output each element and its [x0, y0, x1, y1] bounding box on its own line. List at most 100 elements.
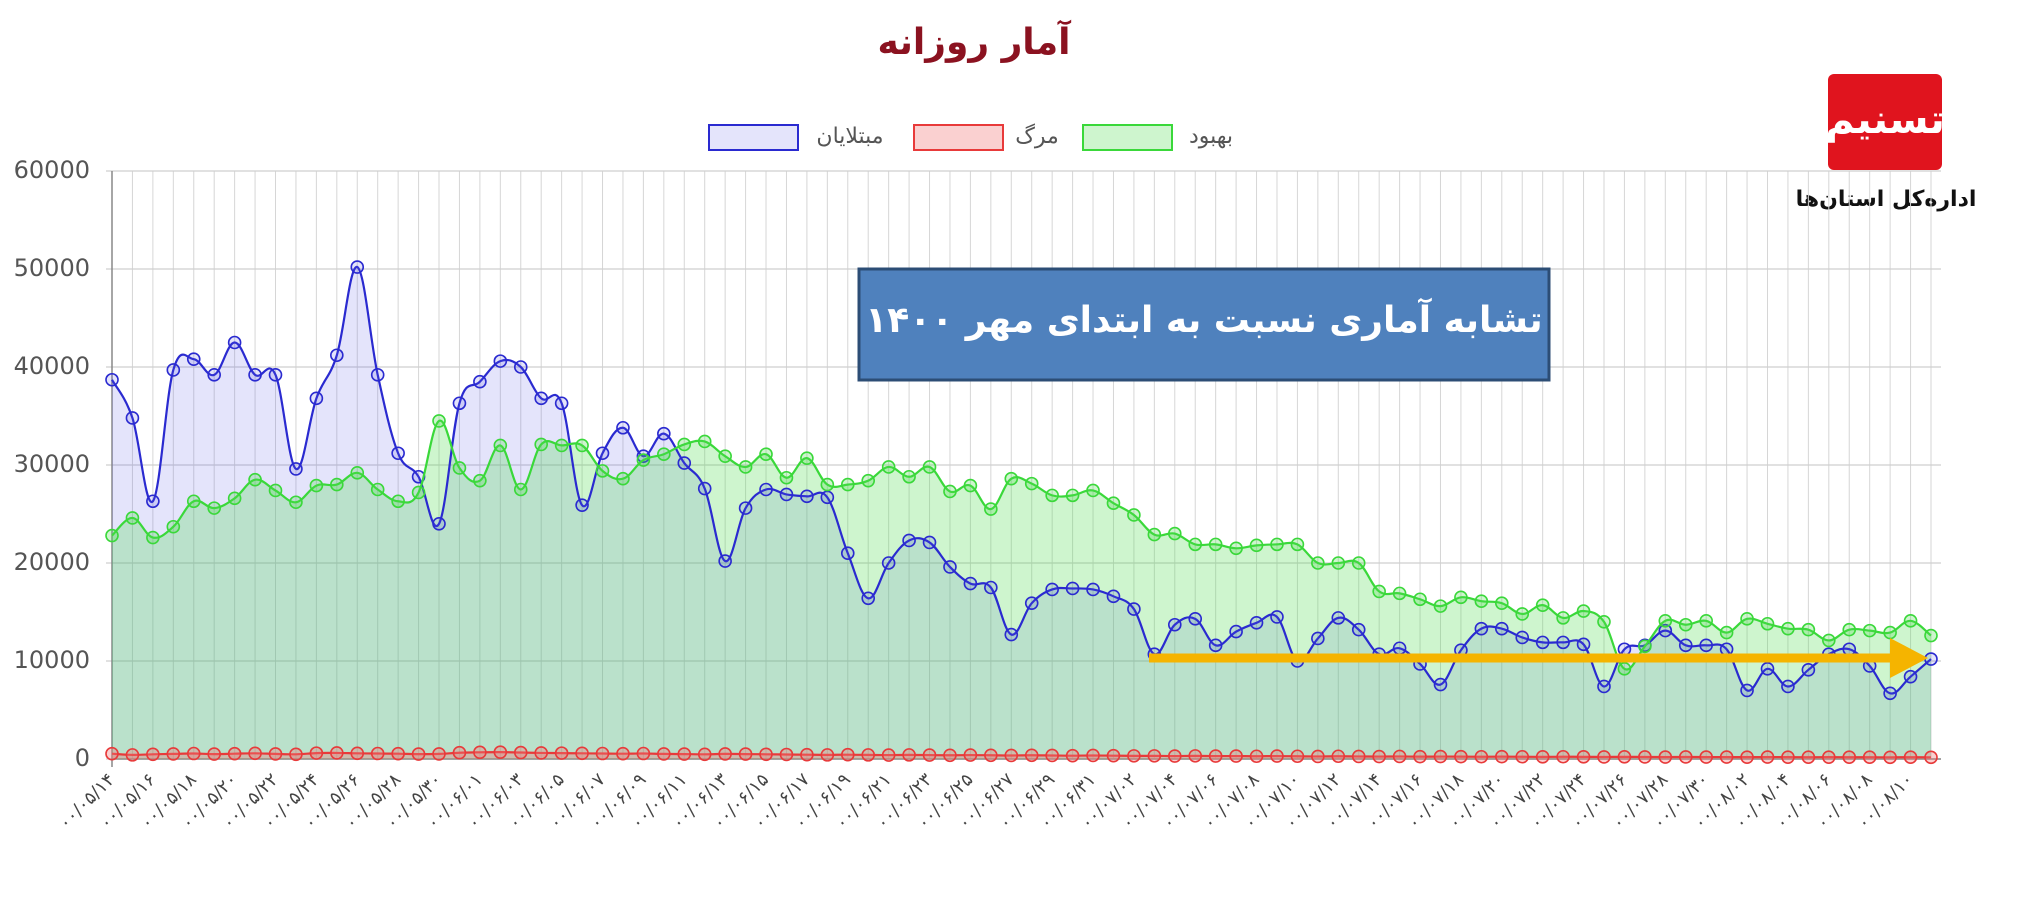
data-point: [1699, 638, 1713, 653]
data-point: [370, 368, 385, 382]
data-point: [820, 477, 835, 492]
data-point: [1740, 750, 1754, 764]
data-point: [534, 746, 549, 760]
data-point: [677, 747, 692, 761]
annotation-box: [857, 267, 1551, 382]
data-point: [554, 438, 569, 453]
arrow-head: [1890, 638, 1928, 678]
data-point: [1576, 637, 1591, 652]
data-point: [1658, 750, 1673, 764]
data-point: [248, 746, 262, 761]
data-point: [411, 747, 426, 761]
data-point: [943, 748, 957, 763]
data-point: [1781, 621, 1795, 636]
data-point: [1433, 749, 1448, 764]
data-point: [1147, 749, 1162, 763]
data-point: [1822, 633, 1836, 648]
data-point: [432, 747, 446, 761]
data-point: [493, 354, 508, 368]
data-point: [248, 472, 262, 487]
data-point: [473, 745, 487, 760]
data-point: [1678, 638, 1693, 653]
data-point: [227, 335, 242, 350]
data-point: [513, 745, 528, 760]
data-point: [1351, 556, 1366, 570]
logo-caption: اداره‌کل استان‌ها: [1796, 187, 1977, 212]
data-point: [1106, 496, 1121, 511]
data-point: [1781, 679, 1795, 694]
data-point: [1535, 635, 1550, 650]
data-point: [1515, 607, 1530, 621]
data-point: [1658, 614, 1673, 628]
data-point: [370, 746, 385, 761]
data-point: [1351, 749, 1366, 764]
trend-arrow: [1149, 638, 1928, 678]
data-point: [861, 591, 876, 606]
data-point: [779, 470, 794, 485]
data-point: [105, 746, 119, 761]
logo-box: [1828, 74, 1942, 170]
data-point: [1188, 537, 1203, 552]
legend-swatch: [1082, 124, 1173, 151]
data-point: [1638, 639, 1652, 654]
data-point: [452, 461, 467, 475]
data-point: [1617, 662, 1632, 676]
data-point: [1760, 662, 1775, 676]
data-point: [943, 560, 957, 574]
data-point: [984, 502, 998, 516]
data-point: [534, 437, 549, 452]
data-point: [1494, 749, 1509, 764]
data-point: [1065, 748, 1080, 763]
data-point: [1167, 526, 1182, 541]
data-point: [1065, 488, 1080, 503]
data-point: [146, 494, 160, 509]
data-point: [289, 495, 303, 510]
data-point: [1392, 749, 1407, 764]
data-point: [1494, 596, 1509, 610]
data-point: [963, 576, 978, 591]
legend-label: مبتلایان: [816, 124, 883, 149]
data-point: [350, 260, 365, 274]
data-point: [881, 556, 896, 570]
data-point: [1535, 750, 1550, 764]
data-point: [1290, 537, 1305, 552]
data-point: [800, 451, 814, 465]
data-point: [370, 482, 385, 497]
data-point: [984, 580, 998, 595]
data-point: [1086, 748, 1100, 763]
data-point: [309, 478, 324, 493]
y-tick-label: 40000: [14, 352, 90, 380]
data-point: [800, 747, 814, 762]
data-point: [718, 747, 732, 761]
data-point: [1413, 592, 1427, 607]
data-point: [1678, 750, 1693, 764]
series-area: [112, 420, 1931, 759]
data-point: [1249, 615, 1264, 630]
data-point: [146, 747, 160, 762]
data-point: [1311, 631, 1325, 646]
data-point: [1413, 749, 1427, 764]
data-point: [1924, 750, 1938, 765]
data-point: [1719, 642, 1734, 657]
data-point: [779, 747, 794, 762]
data-point: [391, 446, 405, 461]
data-point: [1822, 750, 1836, 764]
data-point: [289, 462, 303, 476]
data-point: [1842, 642, 1857, 657]
data-point: [820, 748, 835, 762]
data-point: [1045, 488, 1059, 503]
data-point: [759, 447, 773, 462]
data-point: [1433, 677, 1448, 692]
data-point: [1842, 622, 1857, 637]
data-point: [575, 746, 589, 761]
data-point: [902, 469, 916, 484]
data-point: [227, 491, 242, 506]
data-point: [1781, 750, 1795, 764]
data-point: [1270, 749, 1284, 763]
data-point: [1331, 611, 1346, 625]
data-point: [186, 352, 201, 366]
data-point: [902, 748, 916, 762]
data-point: [595, 446, 610, 461]
data-point: [718, 449, 732, 463]
logo: تسنیم: [1825, 74, 1945, 170]
